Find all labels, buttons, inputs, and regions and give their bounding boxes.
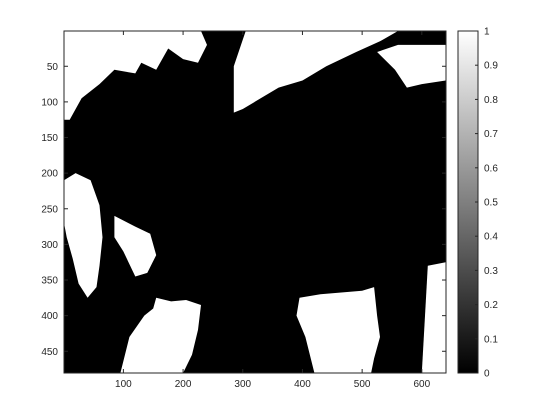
- colorbar-tick-label: 0.4: [484, 232, 498, 243]
- image-white-regions: [64, 31, 446, 373]
- plot-frame: [63, 30, 447, 374]
- colorbar-ticks: 0 0.1 0.2 0.3 0.4 0.5 0.6 0.7 0.8 0.9 1: [475, 27, 498, 380]
- x-tick-label: 600: [413, 379, 430, 390]
- y-tick-label: 350: [41, 276, 58, 287]
- y-tick-label: 450: [41, 347, 58, 358]
- colorbar-tick-label: 0.2: [484, 300, 498, 311]
- plot-area: 100 200 300 400 500 600 50 100 150 200 250 300 350 4…: [41, 30, 447, 390]
- white-region-top-left: [64, 31, 207, 120]
- y-axis: 50 100 150 200 250 300 350 400 450: [41, 62, 446, 358]
- y-tick-label: 300: [41, 240, 58, 251]
- white-region-bottom-left: [120, 297, 201, 373]
- x-axis: 100 200 300 400 500 600: [115, 31, 431, 390]
- x-tick-label: 100: [115, 379, 132, 390]
- colorbar-tick-label: 0.1: [484, 334, 498, 345]
- white-region-top-middle: [233, 31, 398, 113]
- x-tick-label: 300: [234, 379, 251, 390]
- y-tick-label: 50: [47, 62, 59, 73]
- colorbar-tick-label: 1: [484, 27, 490, 38]
- white-region-right-edge: [421, 262, 446, 373]
- colorbar-tick-label: 0.6: [484, 163, 498, 174]
- colorbar-tick-label: 0: [484, 369, 490, 380]
- white-region-top-right-blob: [377, 44, 446, 88]
- white-region-left-strip: [64, 173, 103, 298]
- colorbar-tick-label: 0.3: [484, 266, 498, 277]
- white-region-bottom-middle: [296, 287, 380, 373]
- colorbar-tick-label: 0.9: [484, 61, 498, 72]
- colorbar-tick-label: 0.5: [484, 198, 498, 209]
- colorbar-tick-label: 0.7: [484, 129, 498, 140]
- y-tick-label: 200: [41, 169, 58, 180]
- x-tick-label: 200: [175, 379, 192, 390]
- colorbar-tick-label: 0.8: [484, 95, 498, 106]
- y-tick-label: 150: [41, 133, 58, 144]
- y-tick-label: 100: [41, 97, 58, 108]
- colorbar: 0 0.1 0.2 0.3 0.4 0.5 0.6 0.7 0.8 0.9 1: [457, 27, 498, 380]
- y-tick-label: 400: [41, 311, 58, 322]
- x-tick-label: 400: [294, 379, 311, 390]
- x-tick-label: 500: [354, 379, 371, 390]
- white-region-left-inner: [114, 215, 157, 277]
- y-tick-label: 250: [41, 204, 58, 215]
